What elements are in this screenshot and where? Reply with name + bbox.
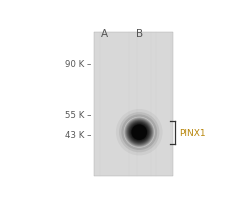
Ellipse shape [133,127,145,139]
Ellipse shape [137,130,142,135]
Ellipse shape [124,117,154,148]
Ellipse shape [130,124,148,142]
Text: 90 K –: 90 K – [65,60,92,69]
Ellipse shape [131,124,148,141]
Ellipse shape [126,119,152,146]
Ellipse shape [121,115,157,150]
Ellipse shape [128,121,151,144]
Ellipse shape [134,127,145,138]
Text: 43 K –: 43 K – [65,130,92,139]
Ellipse shape [131,125,147,141]
Ellipse shape [136,129,143,136]
Ellipse shape [131,124,148,141]
Text: PINX1: PINX1 [180,128,206,137]
Ellipse shape [127,121,151,144]
Ellipse shape [134,127,145,138]
Ellipse shape [134,128,144,138]
Text: B: B [136,29,143,39]
Ellipse shape [132,125,147,140]
Ellipse shape [125,118,153,147]
Ellipse shape [129,123,149,143]
Ellipse shape [135,129,143,137]
Ellipse shape [130,123,149,142]
Ellipse shape [126,120,152,145]
Ellipse shape [128,122,150,143]
Ellipse shape [135,128,144,137]
Text: A: A [101,29,108,39]
Ellipse shape [124,118,154,147]
Ellipse shape [136,130,142,136]
Ellipse shape [129,122,150,143]
Ellipse shape [125,118,154,147]
Ellipse shape [135,129,143,136]
Ellipse shape [131,125,147,140]
Ellipse shape [127,120,152,145]
Text: 55 K –: 55 K – [65,110,92,119]
Ellipse shape [137,130,142,135]
Bar [94,32,173,176]
Ellipse shape [131,125,147,140]
Ellipse shape [133,126,146,139]
Ellipse shape [125,119,153,146]
Ellipse shape [132,126,146,140]
Ellipse shape [126,119,153,146]
Ellipse shape [128,122,150,144]
Ellipse shape [132,126,146,139]
Ellipse shape [124,117,155,148]
Ellipse shape [135,128,143,137]
Ellipse shape [119,113,160,153]
Ellipse shape [116,109,163,156]
Ellipse shape [127,120,152,145]
Ellipse shape [130,123,149,142]
